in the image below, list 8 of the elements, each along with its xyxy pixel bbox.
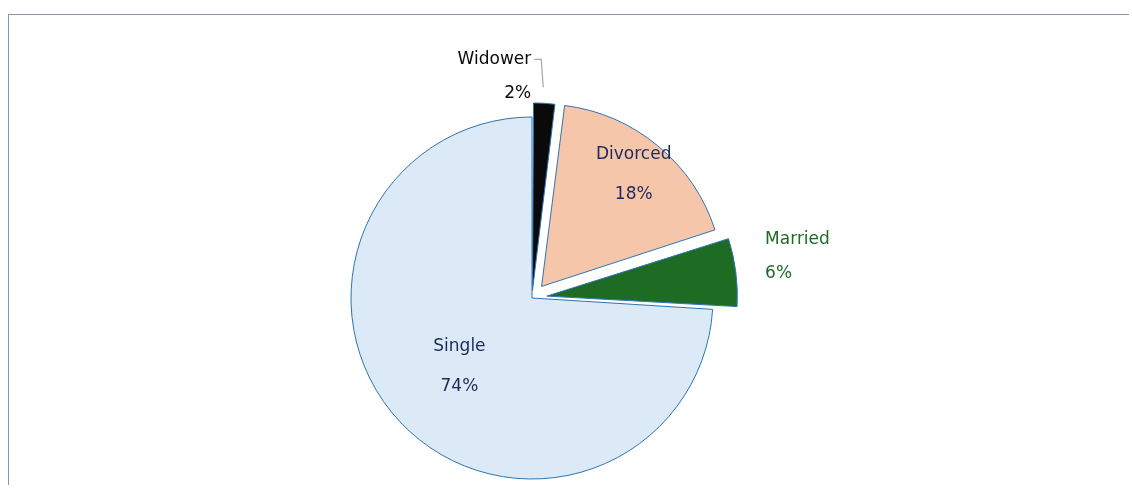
- slice-label: Single: [433, 334, 486, 355]
- slice-label: Divorced: [595, 143, 672, 164]
- slice-label: Widower: [457, 47, 532, 68]
- data-label: 74%: [440, 374, 479, 395]
- slice-label: Married: [765, 228, 830, 249]
- data-label: 18%: [614, 183, 653, 204]
- data-label: 6%: [765, 262, 793, 283]
- data-label: 2%: [504, 81, 532, 102]
